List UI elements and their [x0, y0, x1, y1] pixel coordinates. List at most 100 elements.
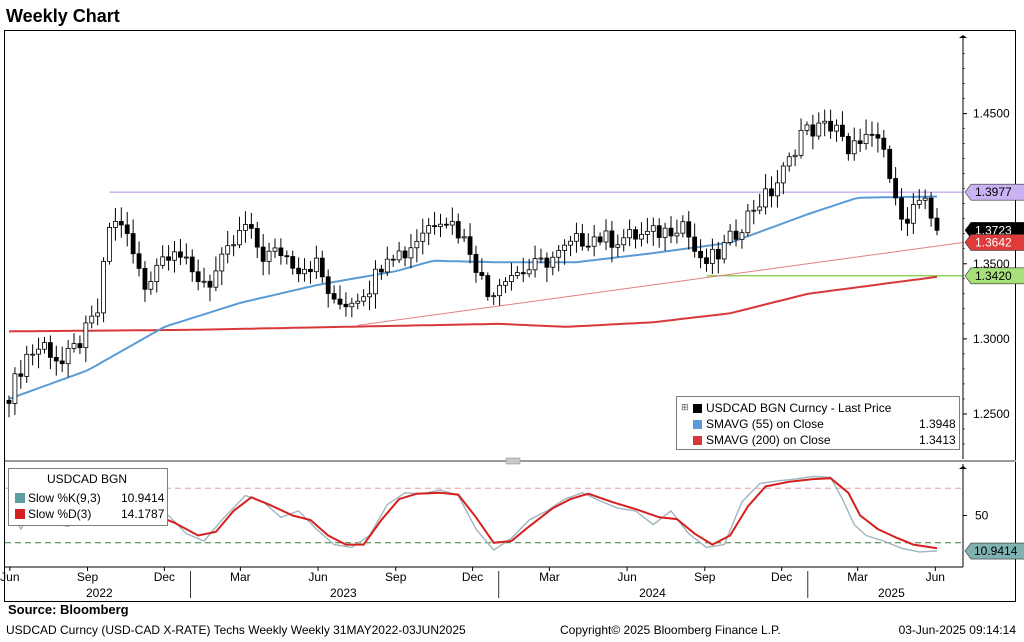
candle-body: [520, 272, 526, 275]
candle-body: [780, 165, 786, 184]
candle: [763, 174, 768, 215]
candle: [514, 266, 520, 279]
candle-body: [71, 343, 77, 349]
candle: [59, 346, 65, 373]
candle-body: [840, 124, 845, 137]
candle-body: [65, 347, 71, 365]
candle: [538, 248, 544, 264]
candle-body: [627, 229, 633, 239]
candle: [24, 345, 30, 383]
candle: [243, 211, 248, 243]
candle-body: [662, 227, 668, 238]
candle-body: [284, 255, 290, 258]
candle-body: [556, 250, 562, 258]
candle-body: [686, 221, 692, 238]
candle-body: [544, 257, 550, 268]
candle: [390, 254, 396, 267]
candle-body: [24, 353, 30, 377]
candle-body: [89, 315, 95, 324]
candle: [290, 250, 296, 275]
candle: [124, 212, 130, 247]
candle-body: [851, 140, 857, 155]
candle-body: [420, 232, 426, 242]
footer: USDCAD Curncy (USD-CAD X-RATE) Techs Wee…: [0, 621, 1024, 639]
candle-body: [118, 220, 124, 226]
month-label: Mar: [539, 570, 560, 584]
candle: [479, 258, 485, 280]
candle: [112, 207, 118, 241]
candle: [118, 207, 124, 238]
moving-averages: [8, 195, 938, 400]
month-label: Sep: [385, 570, 407, 584]
candle-body: [219, 253, 225, 272]
candle: [154, 258, 160, 293]
sma55-line: [8, 195, 938, 400]
candle-body: [172, 251, 177, 261]
candle-body: [384, 258, 390, 273]
legend-label: Slow %D(3): [28, 507, 92, 521]
candle: [526, 258, 532, 278]
candle-body: [53, 357, 59, 362]
candle: [899, 188, 904, 231]
candle: [83, 315, 89, 363]
candle: [160, 245, 166, 269]
candle: [172, 240, 177, 273]
month-label: Mar: [230, 570, 251, 584]
candle: [402, 246, 408, 267]
candle-body: [302, 268, 307, 275]
candle-body: [763, 188, 768, 208]
month-label: Dec: [462, 570, 483, 584]
candle-body: [396, 250, 402, 261]
candle: [834, 119, 839, 142]
candle: [36, 337, 41, 369]
candle: [857, 128, 863, 152]
price-tag-box: [964, 183, 1024, 201]
candle: [769, 176, 774, 208]
stochastic-legend: USDCAD BGN Slow %K(9,3) 10.9414 Slow %D(…: [8, 468, 168, 526]
candle: [544, 252, 550, 283]
legend-swatch-slow-k: [15, 493, 25, 503]
candle-body: [639, 234, 644, 240]
candle: [266, 242, 272, 275]
candle-body: [243, 224, 248, 231]
candle: [107, 222, 112, 265]
panel-divider[interactable]: [5, 457, 1016, 465]
candle-body: [934, 217, 940, 231]
candle-body: [834, 124, 839, 132]
candle-body: [922, 197, 928, 201]
candle: [692, 223, 698, 258]
candle-body: [479, 272, 485, 276]
candle-body: [355, 300, 361, 304]
candle-body: [916, 199, 922, 205]
candle-body: [42, 342, 47, 350]
candle: [343, 292, 349, 317]
price-tag-box: [964, 234, 1024, 251]
month-label: Jun: [0, 570, 19, 584]
candle: [497, 278, 502, 306]
candle-body: [497, 284, 502, 297]
candle-body: [12, 373, 18, 404]
candle-body: [786, 156, 792, 167]
price-tick-label: 1.3000: [973, 332, 1010, 346]
candle: [709, 238, 715, 275]
trend-line: [357, 241, 964, 326]
candle-body: [532, 258, 538, 271]
legend-row-slow-k: Slow %K(9,3) 10.9414: [15, 491, 164, 505]
candle: [644, 217, 650, 244]
candle-body: [597, 236, 603, 243]
candle-body: [615, 244, 621, 248]
candle-body: [698, 250, 703, 259]
candle: [715, 242, 721, 274]
candle: [189, 249, 195, 282]
candle-body: [77, 343, 83, 349]
candle-body: [266, 250, 272, 262]
candle-body: [260, 246, 266, 262]
candle: [296, 257, 302, 283]
year-label: 2025: [878, 586, 905, 600]
collapse-icon[interactable]: ⊞: [681, 402, 689, 412]
candle: [585, 233, 591, 252]
candle-body: [910, 204, 916, 224]
candle: [408, 234, 414, 269]
candle-body: [881, 137, 887, 150]
legend-row-sma55: SMAVG (55) on Close 1.3948: [687, 417, 956, 432]
